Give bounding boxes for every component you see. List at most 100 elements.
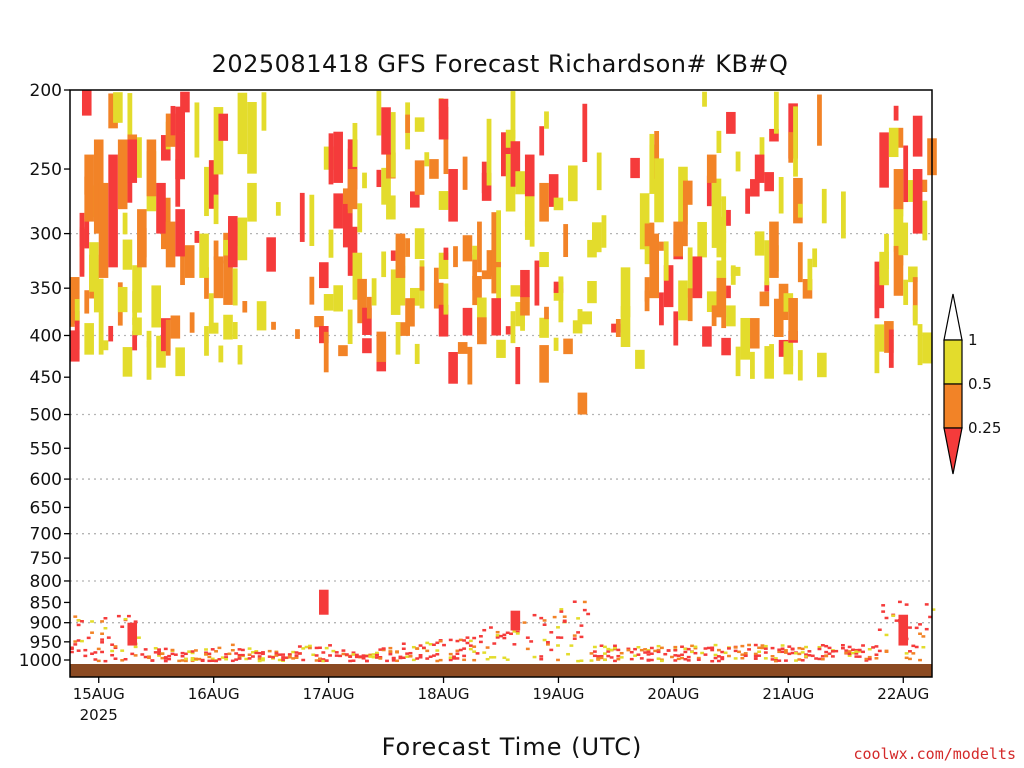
heatmap-block	[86, 636, 91, 640]
heatmap-block	[410, 191, 420, 208]
heatmap-block	[680, 645, 684, 649]
heatmap-block	[408, 651, 413, 655]
heatmap-block	[505, 129, 516, 148]
heatmap-block	[180, 108, 185, 133]
heatmap-block	[230, 643, 235, 647]
heatmap-block	[520, 296, 530, 316]
heatmap-block	[914, 626, 919, 630]
heatmap-block	[760, 644, 765, 647]
heatmap-block	[190, 651, 195, 655]
heatmap-block	[544, 111, 549, 129]
heatmap-block	[123, 657, 128, 661]
heatmap-block	[616, 654, 621, 658]
heatmap-block	[613, 644, 617, 648]
heatmap-block	[851, 651, 855, 655]
heatmap-block	[448, 656, 453, 660]
heatmap-block	[649, 646, 654, 650]
heatmap-block	[438, 252, 449, 280]
heatmap-block	[354, 653, 359, 657]
heatmap-block	[210, 657, 215, 661]
heatmap-cell	[524, 154, 535, 197]
heatmap-block	[301, 658, 306, 662]
heatmap-block	[884, 233, 889, 270]
heatmap-block	[110, 649, 115, 653]
heatmap-block	[649, 658, 654, 662]
heatmap-block	[576, 659, 581, 663]
heatmap-block	[93, 658, 98, 661]
heatmap-block	[820, 643, 825, 647]
heatmap-block	[76, 619, 81, 622]
heatmap-block	[524, 192, 535, 227]
heatmap-block	[817, 657, 822, 661]
heatmap-block	[294, 651, 299, 654]
heatmap-block	[676, 657, 681, 661]
x-tick-label: 15AUG	[73, 685, 125, 703]
heatmap-block	[400, 322, 411, 336]
heatmap-cell	[319, 589, 329, 615]
heatmap-block	[857, 648, 862, 652]
heatmap-block	[646, 653, 651, 656]
heatmap-block	[830, 650, 835, 653]
heatmap-block	[743, 652, 748, 655]
heatmap-cell	[333, 131, 343, 183]
colorbar-legend: 1 0.5 0.25	[943, 293, 1001, 475]
heatmap-block	[489, 656, 493, 659]
heatmap-block	[89, 242, 99, 292]
heatmap-block	[122, 239, 133, 270]
heatmap-block	[414, 160, 425, 195]
heatmap-block	[659, 241, 664, 251]
heatmap-block	[146, 330, 152, 348]
heatmap-block	[74, 299, 80, 321]
heatmap-block	[122, 347, 133, 377]
heatmap-block	[122, 212, 128, 235]
heatmap-block	[103, 617, 108, 620]
heatmap-block	[723, 651, 728, 655]
heatmap-block	[770, 646, 775, 650]
heatmap-block	[113, 657, 118, 660]
heatmap-block	[465, 641, 470, 645]
heatmap-block	[884, 321, 894, 353]
heatmap-block	[418, 653, 423, 657]
heatmap-block	[797, 652, 802, 656]
heatmap-block	[713, 653, 718, 657]
heatmap-block	[606, 654, 611, 658]
heatmap-block	[532, 613, 537, 617]
heatmap-block	[425, 641, 430, 645]
heatmap-block	[754, 231, 765, 256]
heatmap-block	[721, 337, 731, 356]
heatmap-block	[827, 646, 832, 650]
heatmap-block	[242, 301, 248, 313]
heatmap-block	[165, 113, 176, 147]
heatmap-block	[90, 631, 94, 634]
heatmap-block	[328, 644, 332, 647]
heatmap-block	[410, 287, 420, 306]
heatmap-block	[103, 659, 108, 663]
colorbar-label: 1	[968, 331, 978, 349]
heatmap-block	[183, 652, 188, 656]
heatmap-block	[753, 652, 758, 656]
heatmap-block	[323, 331, 329, 373]
heatmap-block	[213, 240, 219, 260]
heatmap-block	[918, 632, 922, 636]
heatmap-block	[683, 657, 688, 661]
heatmap-block	[371, 278, 377, 306]
heatmap-block	[784, 659, 788, 662]
heatmap-block	[613, 647, 617, 650]
heatmap-block	[659, 292, 664, 326]
heatmap-block	[539, 657, 544, 661]
heatmap-block	[496, 339, 506, 358]
heatmap-block	[656, 644, 661, 648]
heatmap-block	[760, 646, 765, 650]
heatmap-block	[180, 659, 185, 662]
heatmap-block	[759, 291, 770, 307]
heatmap-block	[455, 649, 460, 653]
heatmap-block	[639, 657, 644, 660]
heatmap-block	[237, 648, 242, 651]
heatmap-block	[234, 658, 239, 661]
heatmap-cell	[716, 277, 727, 318]
heatmap-block	[448, 652, 453, 656]
heatmap-block	[232, 322, 238, 340]
heatmap-block	[921, 645, 926, 649]
heatmap-block	[790, 647, 795, 651]
heatmap-block	[613, 659, 617, 663]
